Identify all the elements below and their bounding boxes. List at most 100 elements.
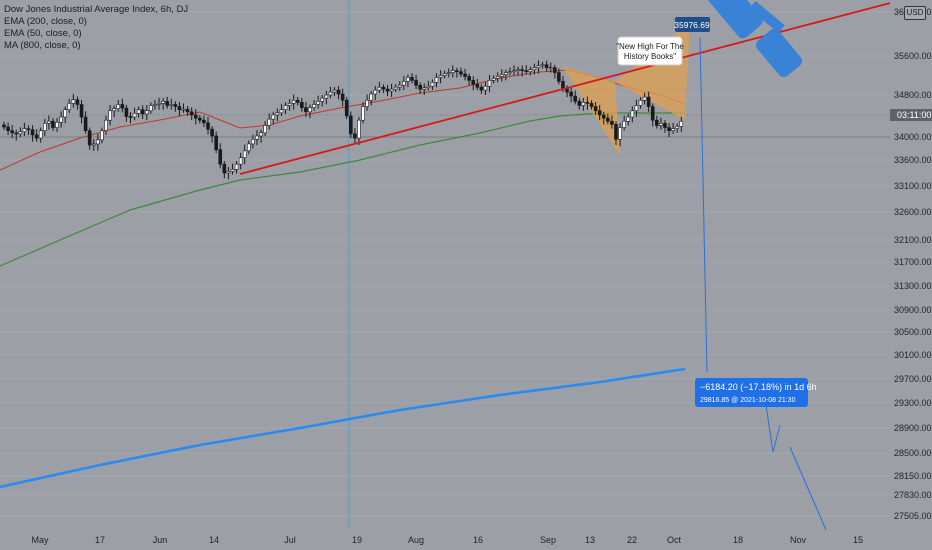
candle-body	[659, 123, 663, 126]
candle-body	[544, 64, 549, 69]
candle-body	[361, 106, 365, 121]
candle-body	[671, 128, 675, 132]
candle-body	[226, 171, 231, 174]
candle-body	[483, 85, 488, 91]
candle-body	[589, 103, 594, 107]
candle-body	[552, 67, 557, 73]
candle-body	[642, 96, 647, 101]
price-tick-label: 35600.00	[894, 51, 932, 61]
price-axis[interactable]: 36400.0035600.0034800.0034000.0033600.00…	[890, 0, 932, 550]
candle-body	[393, 86, 398, 90]
candle-body	[316, 101, 320, 105]
candle-body	[377, 86, 382, 91]
candle-body	[561, 81, 565, 89]
candle-body	[679, 120, 684, 127]
candle-body	[626, 116, 631, 122]
candle-body	[557, 72, 561, 82]
currency-badge[interactable]: USD	[904, 6, 926, 20]
candle-body	[222, 163, 227, 174]
time-tick-label: Nov	[790, 535, 807, 545]
legend-title[interactable]: Dow Jones Industrial Average Index, 6h, …	[4, 4, 189, 15]
candle-body	[26, 128, 31, 130]
price-tag-label: 35976.69	[674, 20, 710, 30]
price-tick-label: 29300.00	[894, 398, 932, 408]
time-axis[interactable]: May 17 Jun 14 Jul 19 Aug 16 Sep 13 22 Oct 18 Nov 15	[0, 530, 932, 550]
candle-body	[618, 127, 622, 140]
candle-body	[42, 123, 47, 131]
candle-body	[528, 69, 533, 72]
candle-body	[30, 129, 35, 136]
candle-body	[324, 94, 329, 99]
time-tick-label: 22	[627, 535, 637, 545]
time-tick-label: Sep	[540, 535, 556, 545]
candle-body	[18, 131, 23, 135]
drawings[interactable]	[239, 0, 932, 531]
price-tick-label: 30900.00	[894, 305, 932, 315]
candle-body	[675, 126, 680, 129]
candle-body	[646, 96, 651, 107]
price-tag-box	[675, 17, 710, 32]
candle-body	[161, 101, 165, 104]
candle-body	[340, 93, 345, 101]
candle-body	[630, 110, 635, 118]
candle-body	[10, 130, 14, 134]
candle-body	[430, 82, 435, 87]
price-tick-label: 33100.00	[894, 181, 932, 191]
candle-body	[593, 106, 598, 112]
candle-body	[463, 73, 467, 77]
candle-body	[495, 76, 500, 79]
candle-body	[406, 77, 410, 82]
legend-ma800[interactable]: MA (800, close, 0)	[4, 40, 81, 51]
current-price-label: 03:11:00	[897, 110, 931, 120]
time-tick-label: 17	[95, 535, 105, 545]
candle-body	[71, 99, 76, 104]
candle-body	[206, 122, 210, 130]
candle-body	[414, 80, 418, 86]
candle-body	[100, 130, 104, 141]
candle-body	[610, 120, 614, 125]
time-tick-label: Jun	[153, 535, 168, 545]
candle-body	[79, 104, 84, 118]
candle-body	[389, 88, 394, 92]
candle-body	[357, 119, 361, 139]
candle-body	[577, 101, 582, 106]
candle-body	[267, 118, 272, 126]
candle-body	[87, 130, 92, 146]
candle-body	[149, 105, 153, 112]
candle-body	[581, 102, 586, 106]
candle-body	[185, 108, 190, 113]
candles	[2, 60, 684, 180]
candle-body	[140, 109, 145, 115]
candle-body	[442, 73, 447, 76]
price-tick-label: 34000.00	[894, 132, 932, 142]
candle-body	[124, 107, 129, 117]
note-text-line2: History Books"	[624, 52, 676, 61]
candle-body	[491, 78, 496, 81]
candle-body	[177, 106, 182, 111]
price-tick-label: 28900.00	[894, 423, 932, 433]
candle-body	[83, 116, 88, 132]
time-tick-label: 14	[209, 535, 219, 545]
price-tick-label: 32100.00	[894, 235, 932, 245]
price-tick-label: 28150.00	[894, 471, 932, 481]
note-box	[617, 36, 683, 66]
price-tick-label: 31700.00	[894, 257, 932, 267]
legend-ema50[interactable]: EMA (50, close, 0)	[4, 28, 82, 39]
candle-body	[259, 132, 263, 137]
candle-body	[165, 101, 169, 106]
candle-body	[38, 130, 43, 139]
candle-body	[348, 115, 353, 135]
candle-body	[373, 89, 378, 95]
hammer-drawing-grip	[755, 28, 803, 78]
candle-body	[218, 149, 223, 165]
candle-body	[6, 126, 10, 132]
legend-ema200[interactable]: EMA (200, close, 0)	[4, 16, 87, 27]
candle-body	[189, 111, 194, 116]
candle-body	[287, 103, 292, 106]
candle-body	[173, 104, 178, 107]
candle-body	[532, 67, 537, 70]
chart-legend: Dow Jones Industrial Average Index, 6h, …	[4, 4, 188, 52]
